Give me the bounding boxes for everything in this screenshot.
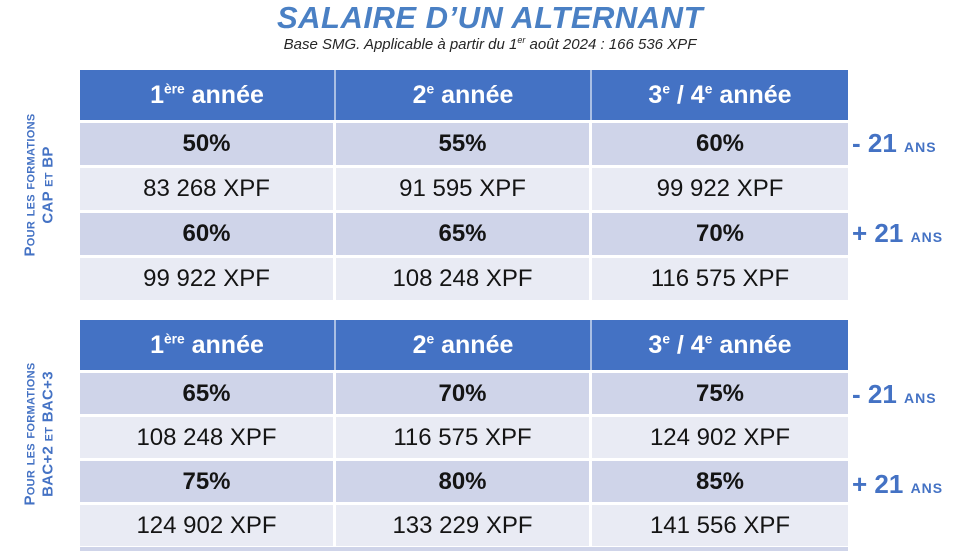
side-label-bac2-bac3: Pour les formations BAC+2 et BAC+3 [0, 320, 78, 547]
header-text: / 4 [669, 330, 705, 359]
amount-cell: 133 229 XPF [336, 502, 592, 546]
percent-cell: 60% [80, 210, 336, 255]
amount-cell: 91 595 XPF [336, 165, 592, 210]
age-number: - 21 [852, 379, 897, 409]
col-header-year1: 1ère année [80, 70, 336, 120]
age-unit: ans [910, 476, 944, 498]
percent-cell: 70% [592, 210, 848, 255]
header-ordinal: e [704, 331, 713, 347]
col-header-year3-4: 3e / 4e année [592, 70, 848, 120]
age-label-minus21: - 21 ans [852, 379, 980, 410]
side-label-cap-bp: Pour les formations CAP et BP [0, 70, 78, 300]
header-ordinal: e [704, 81, 713, 97]
header-text: 2 [412, 80, 427, 109]
col-header-year1: 1ère année [80, 320, 336, 370]
table-row-percent-minus21: 65% 70% 75% [80, 370, 848, 414]
header-ordinal: e [662, 331, 670, 347]
side-label-line2: CAP et BP [39, 146, 56, 224]
age-number: + 21 [852, 469, 904, 499]
header-text: 2 [412, 330, 427, 359]
header-text: année [184, 80, 264, 109]
percent-cell: 85% [592, 458, 848, 502]
amount-cell: 83 268 XPF [80, 165, 336, 210]
header-text: 3 [648, 80, 663, 109]
subtitle-text-post: août 2024 : 166 536 XPF [525, 36, 697, 53]
age-unit: ans [910, 225, 944, 247]
table-row-percent-minus21: 50% 55% 60% [80, 120, 848, 165]
header-text: 1 [150, 330, 165, 359]
percent-cell: 70% [336, 370, 592, 414]
side-label-line1: Pour les formations [21, 362, 38, 505]
side-label-text: Pour les formations CAP et BP [21, 114, 57, 257]
header-ordinal: e [426, 81, 435, 97]
side-label-line1: Pour les formations [21, 113, 38, 257]
amount-cell: 124 902 XPF [592, 414, 848, 458]
age-label-plus21: + 21 ans [852, 218, 980, 249]
cutoff-row-strip [80, 547, 848, 551]
header-ordinal: e [662, 81, 670, 97]
col-header-year2: 2e année [336, 70, 592, 120]
table-row-amount-plus21: 99 922 XPF 108 248 XPF 116 575 XPF [80, 255, 848, 300]
percent-cell: 65% [336, 210, 592, 255]
age-unit: ans [904, 386, 937, 408]
table-row-amount-minus21: 108 248 XPF 116 575 XPF 124 902 XPF [80, 414, 848, 458]
amount-cell: 108 248 XPF [336, 255, 592, 300]
age-label-minus21: - 21 ans [852, 128, 980, 159]
header-text: année [712, 330, 792, 359]
amount-cell: 116 575 XPF [336, 414, 592, 458]
percent-cell: 50% [80, 120, 336, 165]
side-label-line2: BAC+2 et BAC+3 [39, 370, 56, 497]
header-ordinal: ère [164, 81, 185, 97]
table-row-percent-plus21: 75% 80% 85% [80, 458, 848, 502]
col-header-year3-4: 3e / 4e année [592, 320, 848, 370]
header-text: année [184, 330, 264, 359]
percent-cell: 80% [336, 458, 592, 502]
salary-table-cap-bp: 1ère année 2e année 3e / 4e année 50% 55… [80, 70, 848, 300]
percent-cell: 65% [80, 370, 336, 414]
amount-cell: 124 902 XPF [80, 502, 336, 546]
table-row-amount-plus21: 124 902 XPF 133 229 XPF 141 556 XPF [80, 502, 848, 546]
header-text: année [434, 330, 514, 359]
header-ordinal: e [426, 331, 435, 347]
amount-cell: 99 922 XPF [592, 165, 848, 210]
age-number: - 21 [852, 128, 897, 158]
header-text: / 4 [669, 80, 705, 109]
header-text: 1 [150, 80, 165, 109]
table-row-amount-minus21: 83 268 XPF 91 595 XPF 99 922 XPF [80, 165, 848, 210]
subtitle-text-pre: Base SMG. Applicable à partir du 1 [283, 36, 518, 53]
percent-cell: 75% [592, 370, 848, 414]
age-label-plus21: + 21 ans [852, 469, 980, 500]
percent-cell: 75% [80, 458, 336, 502]
header-text: 3 [648, 330, 663, 359]
age-number: + 21 [852, 218, 904, 248]
amount-cell: 108 248 XPF [80, 414, 336, 458]
percent-cell: 55% [336, 120, 592, 165]
subtitle-superscript: er [517, 35, 526, 45]
header-row: 1ère année 2e année 3e / 4e année [80, 320, 848, 370]
header-ordinal: ère [164, 331, 185, 347]
page-subtitle: Base SMG. Applicable à partir du 1er aoû… [0, 35, 980, 53]
col-header-year2: 2e année [336, 320, 592, 370]
amount-cell: 141 556 XPF [592, 502, 848, 546]
page-title: SALAIRE D’UN ALTERNANT [276, 0, 704, 35]
header-text: année [712, 80, 792, 109]
age-unit: ans [904, 135, 937, 157]
table-row-percent-plus21: 60% 65% 70% [80, 210, 848, 255]
header-text: année [434, 80, 514, 109]
side-label-text: Pour les formations BAC+2 et BAC+3 [21, 362, 57, 505]
salary-table-bac2-bac3: 1ère année 2e année 3e / 4e année 65% 70… [80, 320, 848, 546]
percent-cell: 60% [592, 120, 848, 165]
amount-cell: 99 922 XPF [80, 255, 336, 300]
amount-cell: 116 575 XPF [592, 255, 848, 300]
header-row: 1ère année 2e année 3e / 4e année [80, 70, 848, 120]
